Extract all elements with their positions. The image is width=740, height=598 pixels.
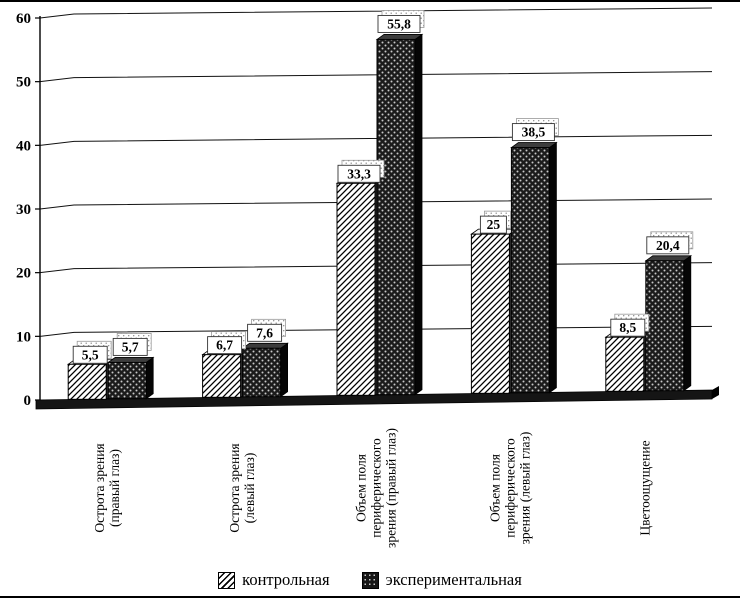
bar-top-face [510, 142, 558, 148]
x-axis-label: Объем поля периферического зрения (правы… [309, 412, 443, 564]
legend-label-control: контрольная [242, 570, 330, 589]
y-tick-label: 20 [16, 266, 31, 282]
data-label-box [610, 318, 646, 337]
data-label: 5,5 [82, 347, 99, 362]
bar-side-face [145, 356, 154, 400]
bar-control [336, 182, 376, 396]
bar-experimental [107, 361, 147, 400]
data-label: 8,5 [619, 320, 636, 335]
x-axis-label: Объем поля периферического зрения (левый… [443, 412, 577, 564]
x-axis-label-text: Цветоощущение [637, 440, 653, 536]
legend-label-experimental: экспериментальная [385, 570, 522, 589]
data-label: 20,4 [656, 238, 680, 253]
data-label: 25 [487, 217, 501, 232]
chart-floor-side [712, 386, 719, 399]
bar-experimental [645, 260, 685, 392]
y-tick-label: 0 [24, 393, 32, 409]
x-axis-label-text: Объем поля периферического зрения (левый… [487, 431, 533, 545]
y-tick-label: 40 [16, 138, 31, 154]
bar-control [67, 363, 107, 400]
data-label: 55,8 [387, 16, 411, 31]
bar-top-face [375, 34, 424, 40]
bar-top-face [241, 342, 289, 349]
data-label-box [479, 215, 507, 234]
data-label: 38,5 [522, 125, 546, 140]
y-tick-label: 10 [16, 329, 31, 345]
data-label: 33,3 [347, 166, 371, 181]
x-axis-label: Острота зрения (левый глаз) [174, 412, 308, 564]
data-label: 5,7 [122, 339, 139, 354]
bar-control [202, 354, 242, 398]
grid-line [39, 198, 713, 210]
grid-line [39, 134, 713, 146]
bar-experimental [242, 347, 282, 398]
legend-item-control: контрольная [218, 570, 330, 590]
bar-top-face [644, 255, 693, 262]
legend-swatch-hatched-icon [218, 571, 236, 589]
chart-legend: контрольная экспериментальная [0, 566, 740, 594]
data-label-box [112, 337, 148, 356]
x-axis-label: Цветоощущение [578, 412, 712, 564]
legend-item-experimental: экспериментальная [361, 570, 522, 590]
bar-control [605, 336, 645, 392]
bar-side-face [683, 255, 692, 392]
x-axis-label: Острота зрения (правый глаз) [40, 412, 174, 564]
data-label: 6,7 [216, 338, 233, 353]
x-axis-label-text: Острота зрения (левый глаз) [226, 443, 257, 533]
data-label: 7,6 [256, 325, 273, 340]
y-tick-label: 60 [16, 11, 31, 27]
chart-plot: 0 10 20 30 40 50 60 5,5 5,7 6,7 7,6 33,3 55,8 25 38,5 8… [16, 7, 719, 410]
grid-line [39, 7, 713, 19]
y-tick-label: 50 [16, 75, 31, 91]
bar-side-face [549, 141, 557, 394]
data-label-box [511, 123, 555, 142]
bar-side-face [280, 342, 289, 398]
grid-line [39, 71, 713, 83]
data-label-box [207, 336, 243, 355]
bar-chart: 0 10 20 30 40 50 60 5,5 5,7 6,7 7,6 33,3 55,8 25 38,5 8… [0, 2, 740, 414]
bar-experimental [376, 38, 416, 396]
bar-top-face [106, 357, 155, 363]
x-axis-label-text: Объем поля периферического зрения (правы… [353, 427, 399, 549]
x-axis-label-text: Острота зрения (правый глаз) [92, 443, 123, 533]
data-label-box [646, 236, 690, 255]
data-label-box [377, 14, 421, 33]
bar-side-face [414, 33, 423, 396]
bar-control [470, 233, 510, 394]
x-axis-labels: Острота зрения (правый глаз) Острота зрен… [0, 412, 740, 564]
y-tick-label: 30 [16, 202, 31, 218]
data-label-box [337, 164, 381, 183]
legend-swatch-dark-icon [361, 571, 379, 589]
data-label-box [72, 345, 108, 364]
data-label-box [247, 323, 283, 342]
bar-experimental [510, 147, 550, 394]
